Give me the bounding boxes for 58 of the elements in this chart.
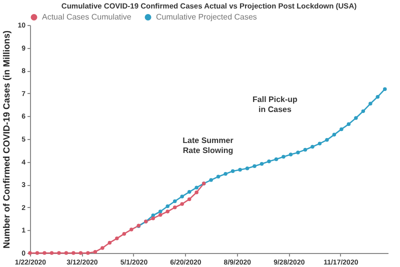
point [383, 87, 387, 91]
point [130, 228, 134, 232]
point [187, 197, 192, 202]
annotation: Fall Pick-up in Cases [252, 95, 298, 114]
point [194, 186, 198, 190]
point [108, 240, 112, 245]
point [325, 138, 329, 142]
point [187, 190, 192, 194]
point [166, 204, 170, 208]
point [332, 132, 336, 137]
point [260, 162, 264, 166]
point [230, 169, 235, 174]
point [282, 154, 286, 159]
point [209, 178, 213, 182]
point [42, 251, 46, 255]
point [50, 251, 54, 255]
point [166, 210, 170, 214]
point [180, 194, 184, 198]
point [274, 157, 278, 162]
point [93, 250, 98, 254]
point [346, 122, 351, 126]
legend-label: Actual Cases Cumulative [42, 12, 132, 22]
point [72, 251, 76, 255]
point [267, 159, 271, 164]
point [100, 246, 104, 250]
point [310, 144, 314, 149]
point [151, 216, 155, 220]
y-axis-title: Number of Confirmed COVID-19 Cases (in Millions) [2, 30, 12, 249]
point [303, 148, 308, 152]
point [216, 174, 220, 178]
point [158, 213, 162, 217]
point [252, 164, 256, 168]
point [238, 168, 242, 172]
point [158, 210, 162, 214]
point [64, 251, 68, 255]
point [288, 152, 293, 156]
point [172, 199, 177, 204]
point [172, 206, 177, 210]
point [376, 94, 380, 99]
point [35, 251, 40, 255]
point [354, 116, 358, 120]
point [368, 102, 372, 106]
point [340, 127, 344, 132]
point [180, 202, 184, 206]
point [245, 166, 250, 170]
point [78, 251, 83, 255]
legend-label: Cumulative Projected Cases [156, 12, 257, 22]
point [361, 109, 366, 114]
point [296, 150, 300, 154]
point [57, 251, 61, 255]
point [151, 214, 155, 218]
point [318, 142, 322, 146]
point [224, 172, 228, 176]
point [194, 190, 198, 194]
point [86, 251, 90, 255]
point [122, 232, 126, 236]
annotation: Late Summer Rate Slowing [182, 136, 234, 155]
point [115, 236, 119, 240]
